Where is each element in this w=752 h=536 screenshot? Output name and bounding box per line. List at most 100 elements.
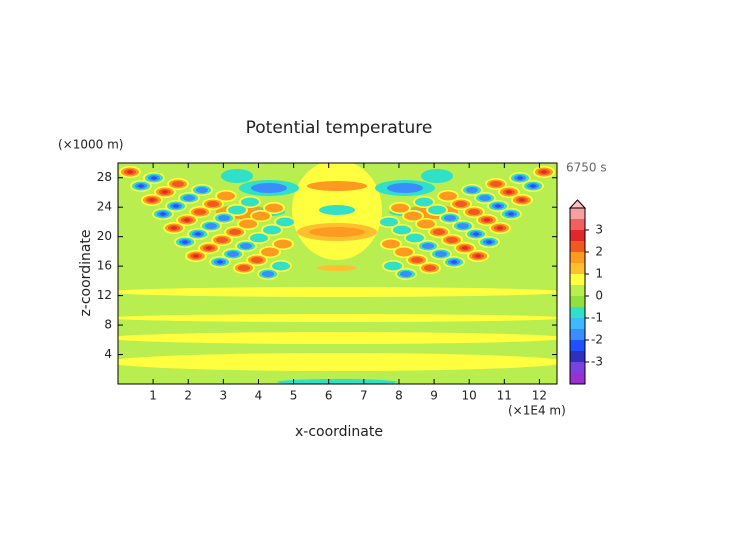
contour-blob	[307, 181, 367, 191]
colorbar-band	[570, 219, 585, 230]
contour-blob	[240, 243, 252, 249]
contour-blob	[195, 232, 201, 236]
contour-blob	[277, 379, 397, 384]
contour-blob	[497, 226, 503, 230]
contour-field	[118, 163, 557, 384]
contour-blob	[205, 223, 217, 229]
contour-blob	[433, 229, 445, 235]
contour-blob	[217, 191, 235, 201]
contour-blob	[162, 190, 168, 194]
contour-blob	[265, 203, 283, 213]
contour-blob	[196, 187, 208, 193]
contour-blob	[263, 225, 281, 235]
colorbar-band	[570, 296, 585, 307]
contour-blob	[276, 217, 294, 227]
contour-blob	[393, 225, 411, 235]
x-tick-label: 2	[184, 389, 192, 403]
contour-blob	[530, 184, 536, 188]
contour-blob	[309, 227, 365, 237]
contour-blob	[127, 170, 133, 174]
contour-blob	[194, 209, 206, 215]
colorbar-band	[570, 318, 585, 329]
contour-blob	[466, 187, 478, 193]
contour-blob	[172, 181, 184, 187]
contour-blob	[229, 229, 241, 235]
contour-blob	[484, 218, 490, 222]
contour-blob	[400, 271, 412, 277]
contour-blob	[446, 237, 458, 243]
colorbar-band	[570, 230, 585, 241]
contour-blob	[251, 183, 287, 193]
contour-blob	[262, 271, 274, 277]
contour-blob	[411, 257, 423, 263]
y-tick-label: 24	[97, 200, 112, 214]
colorbar-tick-label: -2	[591, 333, 603, 347]
contour-blob	[184, 218, 190, 222]
colorbar-tick-label: 1	[595, 267, 603, 281]
y-tick-label: 4	[104, 347, 112, 361]
contour-blob	[495, 204, 501, 208]
contour-blob	[250, 233, 268, 243]
contour-blob	[193, 254, 199, 258]
contour-blob	[207, 201, 219, 207]
colorbar-band	[570, 373, 585, 384]
x-tick-label: 9	[430, 389, 438, 403]
x-tick-label: 5	[290, 389, 298, 403]
x-tick-label: 10	[462, 389, 477, 403]
contour-blob	[272, 261, 290, 271]
time-label: 6750 s	[566, 161, 607, 175]
contour-blob	[486, 240, 492, 244]
contour-blob	[160, 212, 166, 216]
x-tick-label: 8	[395, 389, 403, 403]
colorbar-tick-label: 0	[595, 289, 603, 303]
contour-blob	[118, 353, 557, 371]
contour-blob	[118, 314, 557, 322]
y-tick-label: 8	[104, 318, 112, 332]
colorbar-band	[570, 263, 585, 274]
colorbar-band	[570, 241, 585, 252]
contour-blob	[241, 197, 259, 207]
y-tick-label: 28	[97, 170, 112, 184]
contour-blob	[274, 239, 292, 249]
contour-blob	[382, 239, 400, 249]
contour-blob	[395, 247, 413, 257]
contour-blob	[457, 223, 469, 229]
colorbar-tick-label: 2	[595, 245, 603, 259]
contour-blob	[462, 246, 468, 250]
x-tick-label: 12	[532, 389, 547, 403]
y-tick-label: 16	[97, 259, 112, 273]
colorbar-band	[570, 362, 585, 373]
y-tick-label: 12	[97, 288, 112, 302]
contour-blob	[183, 195, 195, 201]
contour-blob	[506, 190, 512, 194]
colorbar-tick-label: -1	[591, 311, 603, 325]
contour-blob	[384, 261, 402, 271]
x-tick-label: 3	[220, 389, 228, 403]
x-tick-label: 4	[255, 389, 263, 403]
colorbar-band	[570, 252, 585, 263]
contour-blob	[519, 198, 525, 202]
colorbar-band	[570, 285, 585, 296]
colorbar-band	[570, 351, 585, 362]
chart-title: Potential temperature	[246, 118, 433, 138]
contour-blob	[404, 211, 422, 221]
contour-blob	[451, 260, 457, 264]
y-axis-label: z-coordinate	[78, 229, 94, 316]
contour-blob	[490, 181, 502, 187]
colorbar-tick-label: 3	[595, 223, 603, 237]
contour-blob	[508, 212, 514, 216]
plot-frame	[117, 162, 558, 385]
x-tick-label: 11	[497, 389, 512, 403]
contour-blob	[216, 237, 228, 243]
contour-blob	[455, 201, 467, 207]
contour-blob	[238, 265, 250, 271]
contour-blob	[422, 243, 434, 249]
contour-blob	[406, 233, 424, 243]
contour-blob	[138, 184, 144, 188]
x-axis-label: x-coordinate	[295, 424, 383, 440]
contour-blob	[479, 195, 491, 201]
contour-blob	[228, 205, 246, 215]
contour-blob	[319, 205, 355, 215]
contour-blob	[227, 251, 239, 257]
